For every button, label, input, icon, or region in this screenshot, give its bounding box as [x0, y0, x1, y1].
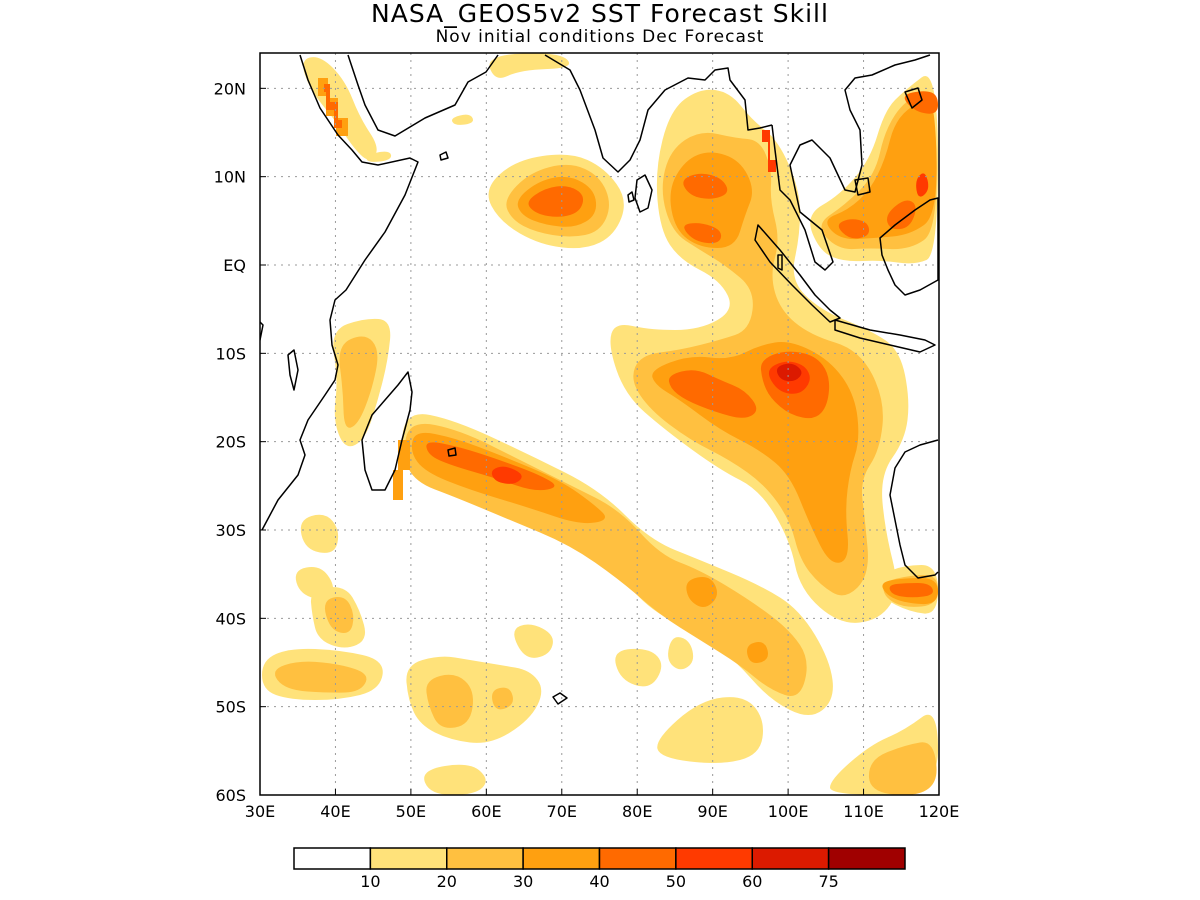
coastlines — [260, 54, 939, 705]
indochina-coastline — [771, 54, 931, 271]
arabia-coastline — [347, 54, 499, 137]
colorbar-label: 75 — [818, 872, 838, 891]
x-tick-label: 110E — [843, 802, 884, 821]
y-tick-label: 10N — [214, 168, 246, 187]
skill-contour-level-5 — [491, 466, 522, 484]
y-tick-label: 30S — [215, 521, 246, 540]
x-tick-label: 40E — [320, 802, 350, 821]
colorbar-swatch — [522, 847, 601, 870]
mascarene-coastline — [447, 447, 457, 457]
colorbar-label: 40 — [589, 872, 609, 891]
map-title: NASA_GEOS5v2 SST Forecast Skill — [371, 0, 829, 28]
africa-coastline — [261, 54, 419, 531]
x-tick-label: 120E — [919, 802, 960, 821]
java-coastline — [834, 319, 936, 353]
skill-contour-level-3 — [393, 440, 410, 500]
sri-lanka-coastline — [634, 174, 653, 213]
colorbar-label: 20 — [437, 872, 457, 891]
madagascar-coastline — [361, 371, 413, 491]
x-tick-label: 50E — [396, 802, 426, 821]
skill-contour-level-1 — [514, 624, 553, 658]
andaman-coastline — [777, 254, 783, 271]
colorbar-swatch — [827, 847, 906, 870]
skill-contour-level-5 — [762, 130, 776, 172]
hainan-coastline — [854, 177, 871, 196]
skill-contour-level-3 — [827, 98, 937, 240]
colorbar-swatch — [293, 847, 372, 870]
y-tick-label: 60S — [215, 786, 246, 805]
skill-contour-level-2 — [868, 742, 937, 795]
skill-contour-level-4 — [683, 173, 728, 199]
skill-contour-level-1 — [424, 764, 486, 795]
skill-contour-level-4 — [887, 200, 916, 230]
philippines-coastline — [904, 87, 923, 109]
x-tick-label: 70E — [547, 802, 577, 821]
skill-contour-level-4 — [889, 583, 933, 598]
colorbar-label: 50 — [666, 872, 686, 891]
skill-field — [262, 53, 938, 795]
colorbar-swatch — [675, 847, 753, 870]
x-tick-label: 60E — [471, 802, 501, 821]
colorbar-swatch — [598, 847, 677, 870]
skill-contour-level-2 — [324, 597, 354, 633]
y-tick-label: 10S — [215, 344, 246, 363]
skill-contour-level-5 — [916, 173, 929, 197]
skill-contour-level-1 — [452, 114, 473, 125]
skill-contour-level-1 — [657, 697, 763, 763]
skill-contour-level-2 — [492, 687, 513, 710]
skill-contour-level-4 — [426, 442, 555, 491]
skill-contour-level-1 — [300, 514, 339, 553]
zanzibar-coastline — [260, 320, 264, 341]
skill-contour-level-1 — [406, 656, 542, 743]
map-subtitle: Nov initial conditions Dec Forecast — [435, 27, 765, 47]
x-tick-label: 30E — [245, 802, 275, 821]
axis-ticks: 30E 40E 50E 60E 70E 80E 90E 100E 110E 120E 20N 10N E… — [214, 79, 960, 821]
x-tick-label: 100E — [768, 802, 809, 821]
colorbar-swatch — [369, 847, 448, 870]
y-tick-label: 20N — [214, 79, 246, 98]
colorbar-label: 60 — [742, 872, 762, 891]
x-tick-label: 90E — [697, 802, 727, 821]
skill-contour-level-1 — [615, 648, 662, 687]
skill-contour-level-1 — [366, 151, 392, 162]
skill-contour-level-4 — [668, 370, 757, 418]
y-tick-label: 40S — [215, 609, 246, 628]
skill-contour-level-1 — [668, 637, 694, 670]
colorbar-swatch — [446, 847, 524, 870]
x-tick-label: 80E — [622, 802, 652, 821]
skill-contour-level-1 — [303, 57, 377, 160]
skill-contour-level-6 — [776, 363, 802, 382]
india-coastline — [544, 54, 773, 173]
map-frame — [259, 52, 940, 796]
skill-contour-level-2 — [426, 674, 473, 728]
skill-contour-level-4 — [528, 186, 584, 217]
skill-contour-level-2 — [339, 336, 378, 428]
colorbar-swatch — [751, 847, 830, 870]
skill-contour-level-4 — [684, 223, 722, 244]
skill-contour-level-1 — [489, 53, 570, 78]
y-tick-label: 20S — [215, 433, 246, 452]
y-tick-label: EQ — [223, 256, 246, 275]
socotra-coastline — [439, 151, 449, 161]
skill-contour-level-3 — [747, 642, 768, 663]
gridlines — [260, 53, 939, 795]
maldives-coastline — [627, 191, 635, 203]
colorbar-label: 10 — [360, 872, 380, 891]
skill-contour-level-4 — [324, 84, 342, 128]
y-tick-label: 50S — [215, 698, 246, 717]
colorbar: 10 20 30 40 50 60 75 — [293, 847, 906, 891]
skill-contour-level-3 — [686, 577, 717, 607]
skill-contour-level-4 — [838, 219, 870, 239]
borneo-coastline — [879, 197, 939, 296]
australia-coastline — [889, 439, 939, 579]
comoros-coastline — [287, 349, 299, 391]
skill-contour-level-2 — [275, 661, 367, 693]
kerguelen-coastline — [552, 692, 568, 705]
colorbar-label: 30 — [513, 872, 533, 891]
